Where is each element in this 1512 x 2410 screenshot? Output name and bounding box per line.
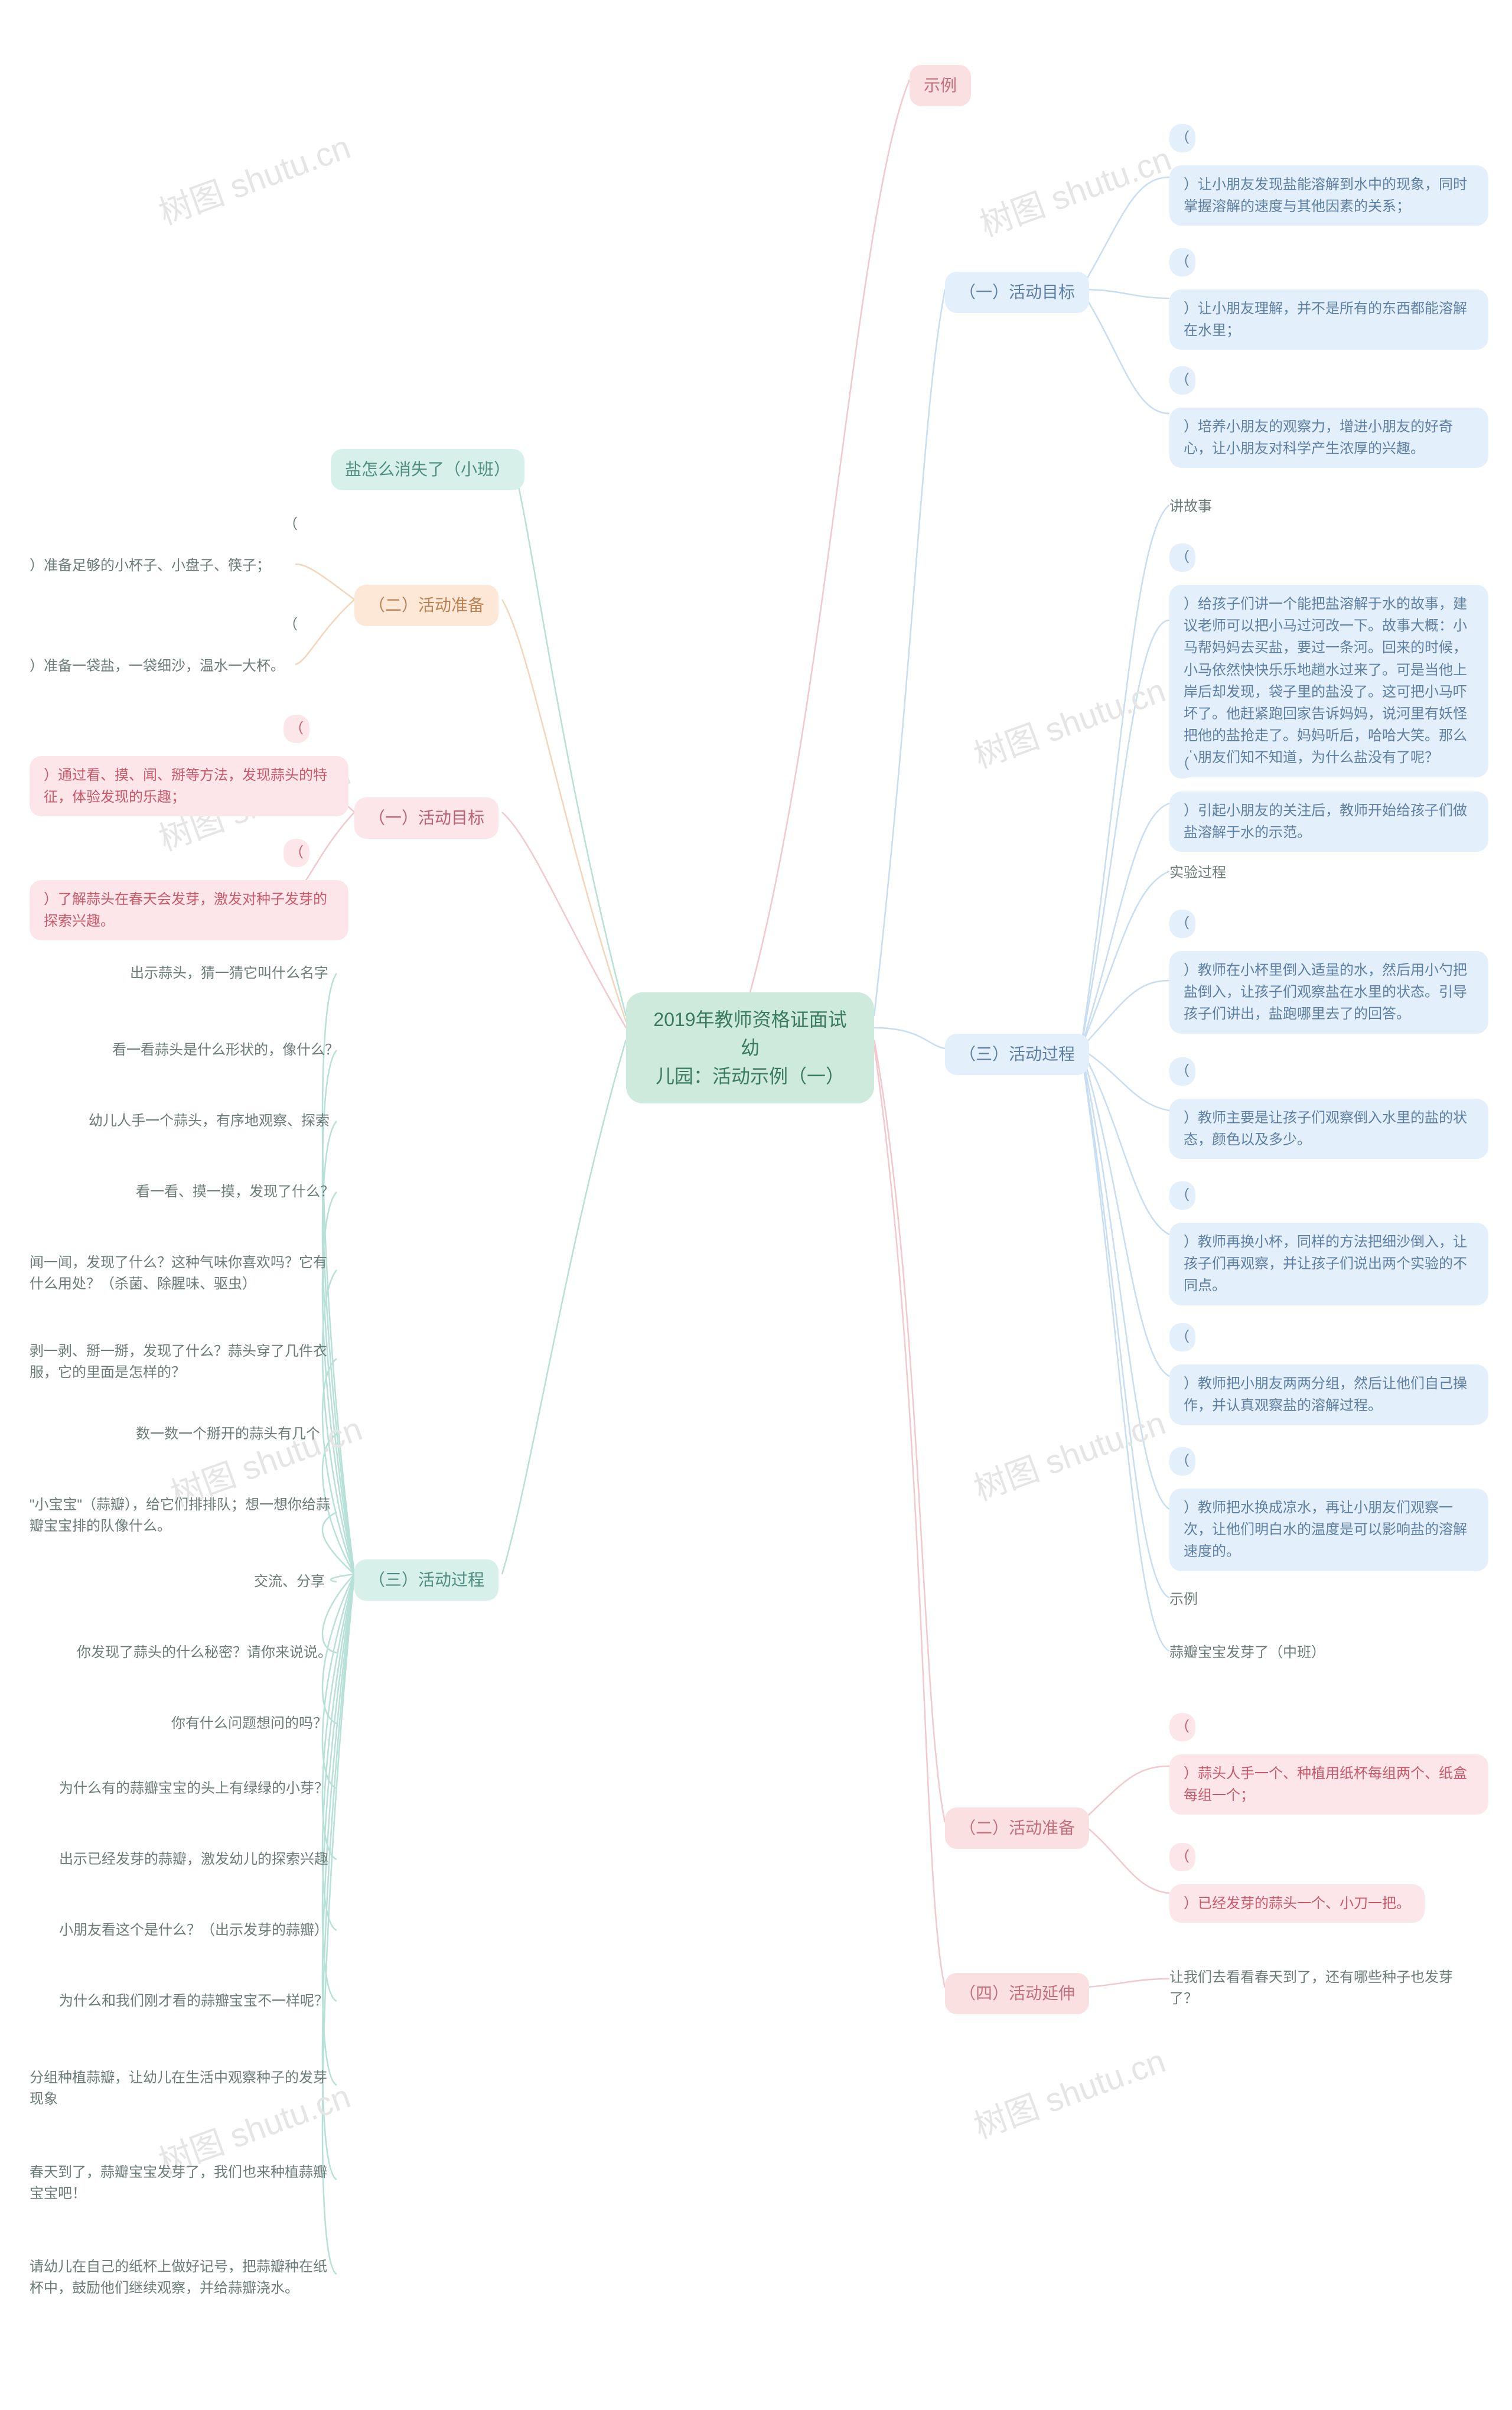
leaf-node: ）教师把水换成凉水，再让小朋友们观察一次，让他们明白水的温度是可以影响盐的溶解速… [1169,1489,1488,1571]
watermark: 树图 shutu.cn [966,1396,1171,1510]
leaf-text: 出示已经发芽的蒜瓣，激发幼儿的探索兴趣 [59,1849,328,1870]
prep2b-label: （二）活动准备 [945,1808,1089,1849]
leaf-node: ）让小朋友发现盐能溶解到水中的现象，同时掌握溶解的速度与其他因素的关系； [1169,165,1488,226]
watermark: 树图 shutu.cn [151,120,356,234]
leaf-text: 讲故事 [1169,496,1212,517]
leaf-text: 闻一闻，发现了什么？这种气味你喜欢吗？它有什么用处？（杀菌、除腥味、驱虫） [30,1252,337,1295]
bracket: （ [1169,543,1195,572]
leaf-text: 春天到了，蒜瓣宝宝发芽了，我们也来种植蒜瓣宝宝吧！ [30,2162,337,2204]
leaf-text: 请幼儿在自己的纸杯上做好记号，把蒜瓣种在纸杯中，鼓励他们继续观察，并给蒜瓣浇水。 [30,2256,337,2299]
leaf-text: 为什么有的蒜瓣宝宝的头上有绿绿的小芽？ [59,1778,328,1799]
ext4-label: （四）活动延伸 [945,1973,1089,2014]
leaf-text: 看一看、摸一摸，发现了什么？ [136,1181,334,1203]
leaf-text: ）准备一袋盐，一袋细沙，温水一大杯。 [30,656,285,677]
bracket: （ [1169,750,1195,779]
bracket: （ [1169,1057,1195,1086]
goal1-label: （一）活动目标 [945,272,1089,313]
leaf-text: 实验过程 [1169,862,1226,884]
leaf-node: ）教师在小杯里倒入适量的水，然后用小勺把盐倒入，让孩子们观察盐在水里的状态。引导… [1169,951,1488,1034]
process3b-label: （三）活动过程 [354,1559,498,1601]
leaf-text: 小朋友看这个是什么？（出示发芽的蒜瓣） [59,1920,328,1941]
bracket: （ [1169,1181,1195,1210]
bracket: （ [1169,1323,1195,1351]
leaf-text: 示例 [1169,1589,1198,1610]
leaf-node: ）教师把小朋友两两分组，然后让他们自己操作，并认真观察盐的溶解过程。 [1169,1364,1488,1425]
bracket: （ [1169,248,1195,276]
bracket: （ [1169,1447,1195,1476]
leaf-text: 剥一剥、掰一掰，发现了什么？蒜头穿了几件衣服，它的里面是怎样的？ [30,1341,337,1383]
leaf-text: "小宝宝"（蒜瓣），给它们排排队；想一想你给蒜瓣宝宝排的队像什么。 [30,1494,337,1537]
bracket: （ [284,614,298,636]
bracket: （ [1169,910,1195,938]
leaf-node: ）引起小朋友的关注后，教师开始给孩子们做盐溶解于水的示范。 [1169,792,1488,852]
leaf-text: 出示蒜头，猜一猜它叫什么名字 [130,963,328,984]
leaf-text: 交流、分享 [254,1571,325,1592]
leaf-text: 看一看蒜头是什么形状的，像什么？ [112,1040,339,1061]
bracket: （ [1169,366,1195,395]
leaf-text: 分组种植蒜瓣，让幼儿在生活中观察种子的发芽现象 [30,2067,337,2110]
process3-label: （三）活动过程 [945,1034,1089,1075]
leaf-text: 幼儿人手一个蒜头，有序地观察、探索 [89,1110,330,1132]
leaf-node: ）了解蒜头在春天会发芽，激发对种子发芽的探索兴趣。 [30,880,348,940]
leaf-node: ）教师主要是让孩子们观察倒入水里的盐的状态，颜色以及多少。 [1169,1099,1488,1159]
root-node: 2019年教师资格证面试幼 儿园：活动示例（一） [626,992,874,1103]
leaf-text: 数一数一个掰开的蒜头有几个 [136,1424,320,1445]
bracket: （ [1169,1843,1195,1871]
leaf-node: ）教师再换小杯，同样的方法把细沙倒入，让孩子们再观察，并让孩子们说出两个实验的不… [1169,1223,1488,1305]
leaf-text: 蒜瓣宝宝发芽了（中班） [1169,1642,1325,1663]
connector-layer [0,0,1512,2410]
leaf-node: ）培养小朋友的观察力，增进小朋友的好奇心，让小朋友对科学产生浓厚的兴趣。 [1169,408,1488,468]
bracket: （ [1169,124,1195,152]
salt-node: 盐怎么消失了（小班） [331,449,524,490]
leaf-node: ）蒜头人手一个、种植用纸杯每组两个、纸盒每组一个； [1169,1754,1488,1815]
leaf-node: ）让小朋友理解，并不是所有的东西都能溶解在水里； [1169,289,1488,350]
leaf-text: 为什么和我们刚才看的蒜瓣宝宝不一样呢？ [59,1991,328,2012]
goal1b-label: （一）活动目标 [354,797,498,839]
ext4-item: 让我们去看看春天到了，还有哪些种子也发芽了？ [1169,1967,1477,2010]
watermark: 树图 shutu.cn [966,664,1171,777]
leaf-node: ）通过看、摸、闻、掰等方法，发现蒜头的特征，体验发现的乐趣； [30,756,348,816]
watermark: 树图 shutu.cn [966,2034,1171,2148]
leaf-node: ）已经发芽的蒜头一个、小刀一把。 [1169,1884,1425,1923]
watermark: 树图 shutu.cn [972,132,1177,246]
leaf-text: ）准备足够的小杯子、小盘子、筷子； [30,555,271,577]
leaf-text: 你发现了蒜头的什么秘密？请你来说说。 [77,1642,332,1663]
bracket: （ [284,839,309,867]
leaf-node: ）给孩子们讲一个能把盐溶解于水的故事，建议老师可以把小马过河改一下。故事大概：小… [1169,585,1488,777]
leaf-text: 你有什么问题想问的吗？ [171,1713,327,1734]
bracket: （ [284,514,298,535]
example-node: 示例 [910,65,971,106]
bracket: （ [284,715,309,743]
prep2a-label: （二）活动准备 [354,585,498,626]
bracket: （ [1169,1713,1195,1741]
